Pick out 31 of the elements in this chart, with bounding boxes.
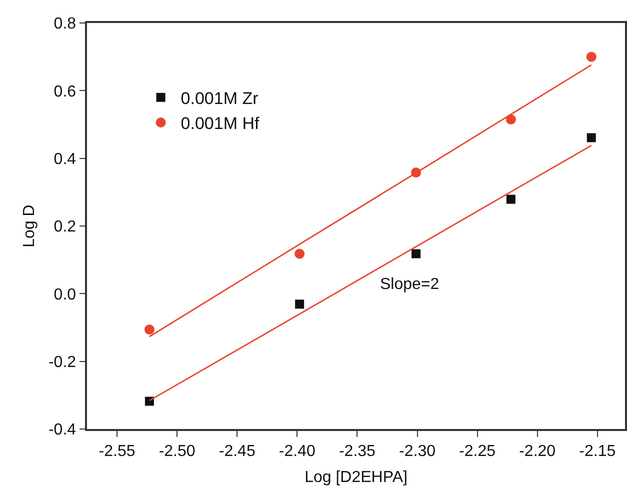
x-tick-label: -2.15 bbox=[579, 442, 616, 460]
x-tick-label: -2.35 bbox=[338, 442, 376, 460]
line-series bbox=[148, 64, 592, 338]
point bbox=[586, 133, 596, 142]
x-axis-title: Log [D2EHPA] bbox=[304, 469, 408, 486]
point bbox=[294, 248, 305, 259]
x-tick-label: -2.55 bbox=[98, 442, 136, 460]
annotation: Slope=2 bbox=[380, 276, 440, 293]
x-tick-label: -2.40 bbox=[278, 442, 316, 460]
point bbox=[506, 114, 516, 124]
point bbox=[506, 194, 516, 204]
x-tick-label: -2.20 bbox=[519, 442, 556, 460]
y-axis-title: Log D bbox=[20, 204, 38, 248]
legend-label: 0.001M Zr bbox=[180, 89, 259, 108]
x-tick-label: -2.50 bbox=[158, 442, 196, 460]
y-tick-label: -0.2 bbox=[48, 354, 76, 371]
x-tick-label: -2.25 bbox=[459, 442, 496, 460]
point bbox=[586, 52, 596, 62]
y-tick-label: 0.6 bbox=[54, 83, 76, 100]
x-tick-label: -2.45 bbox=[218, 442, 256, 460]
point bbox=[144, 324, 154, 335]
y-tick-label: -0.4 bbox=[48, 422, 76, 439]
y-tick-label: 0.4 bbox=[54, 150, 76, 168]
y-tick-label: 0.0 bbox=[54, 286, 76, 304]
legend-label: 0.001M Hf bbox=[180, 114, 260, 134]
point bbox=[144, 396, 154, 406]
y-tick-label: 0.8 bbox=[54, 16, 76, 33]
y-tick-label: 0.2 bbox=[54, 218, 76, 236]
point bbox=[295, 300, 304, 309]
x-tick-label: -2.30 bbox=[399, 442, 436, 460]
point bbox=[412, 249, 421, 258]
